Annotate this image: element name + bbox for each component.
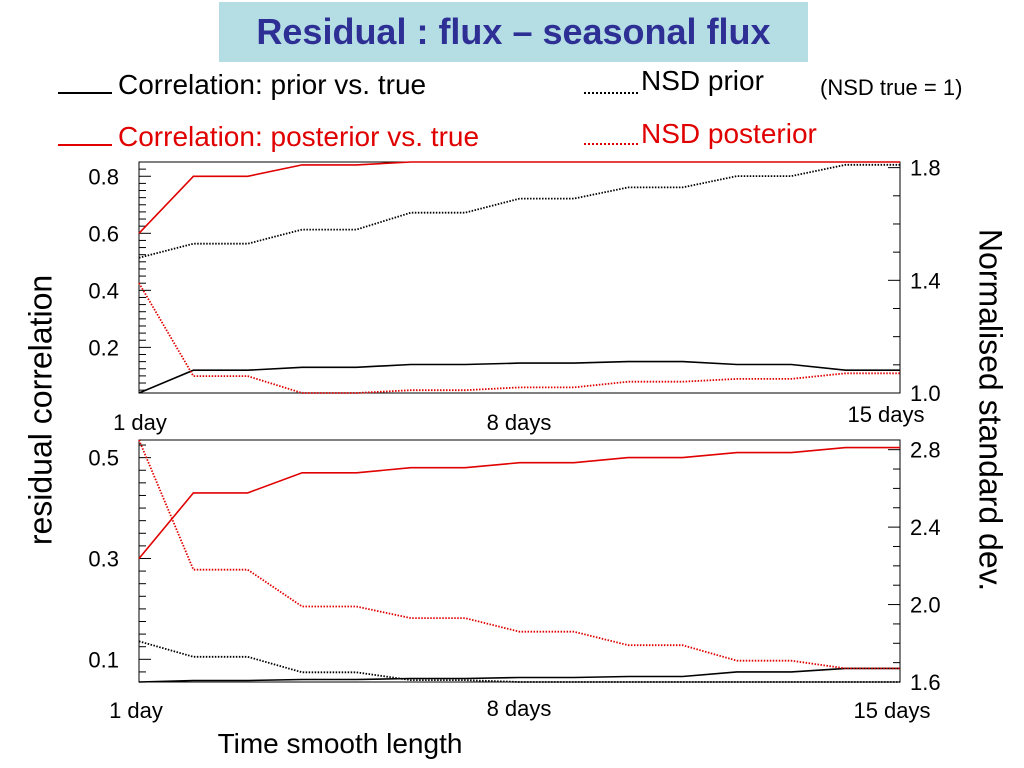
bottom-left-tick-label: 0.1 [88, 647, 119, 672]
bottom-plot-frame [138, 439, 901, 683]
title-banner: Residual : flux – seasonal flux [219, 2, 808, 62]
top-series-corr-prior [138, 360, 900, 394]
nsd-true-note: (NSD true = 1) [820, 75, 963, 100]
legend-line-corr-prior [58, 92, 112, 94]
bottom-left-tick-label: 0.3 [88, 546, 119, 571]
chart-title: Residual : flux – seasonal flux [256, 11, 771, 52]
legend-line-nsd-post [584, 143, 638, 145]
legend-nsd-prior: NSD prior [641, 65, 764, 96]
bottom-x-tick-label: 1 day [109, 698, 163, 723]
legend-corr-post: Correlation: posterior vs. true [118, 121, 480, 152]
bottom-series-nsd-prior [138, 640, 900, 683]
top-x-tick-label: 1 day [113, 410, 167, 435]
bottom-right-tick-label: 2.0 [910, 593, 941, 618]
top-plot-frame [138, 161, 901, 394]
top-left-tick-label: 0.8 [88, 164, 119, 189]
top-left-tick-label: 0.4 [88, 278, 119, 303]
top-x-tick-label: 8 days [487, 410, 552, 435]
bottom-x-tick-label: 15 days [853, 698, 930, 723]
bottom-series-nsd-post [138, 439, 900, 670]
top-series-corr-post [138, 161, 900, 234]
top-series-nsd-prior [138, 163, 900, 259]
top-right-tick-label: 1.8 [910, 156, 941, 181]
top-right-tick-label: 1.0 [910, 381, 941, 406]
legend-line-nsd-prior [584, 92, 638, 94]
top-x-tick-label: 15 days [847, 402, 924, 427]
bottom-x-tick-label: 8 days [487, 696, 552, 721]
x-axis-label: Time smooth length [217, 728, 463, 759]
legend-corr-prior: Correlation: prior vs. true [118, 69, 427, 100]
bottom-right-tick-label: 2.4 [910, 515, 941, 540]
legend-line-corr-post [58, 144, 112, 146]
bottom-right-tick-label: 2.8 [910, 438, 941, 463]
top-left-tick-label: 0.2 [88, 335, 119, 360]
top-right-tick-label: 1.4 [910, 268, 941, 293]
bottom-left-tick-label: 0.5 [88, 446, 119, 471]
top-left-tick-label: 0.6 [88, 221, 119, 246]
top-series-nsd-post [138, 282, 900, 394]
legend-nsd-post: NSD posterior [641, 118, 817, 149]
bottom-right-tick-label: 1.6 [910, 670, 941, 695]
bottom-series-corr-prior [138, 667, 900, 683]
bottom-series-corr-post [138, 446, 900, 560]
